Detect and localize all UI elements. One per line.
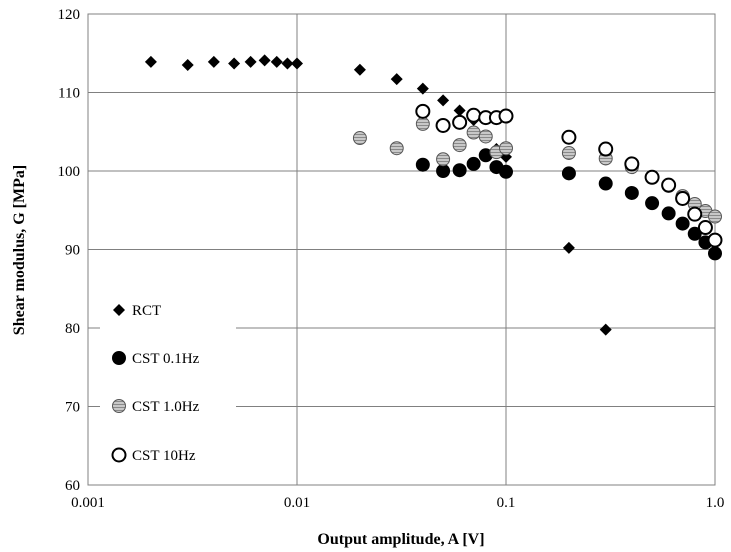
data-point	[281, 57, 294, 70]
legend-marker	[113, 304, 125, 316]
data-point	[687, 226, 702, 241]
y-tick-label: 80	[65, 321, 80, 337]
legend-label: CST 10Hz	[132, 448, 196, 464]
legend-marker	[112, 399, 126, 413]
data-point	[452, 163, 467, 178]
data-point	[466, 156, 481, 171]
data-point	[435, 117, 451, 133]
x-tick-label: 0.001	[71, 495, 105, 511]
data-point	[661, 206, 676, 221]
x-axis-ticks: 0.001 0.01 0.1 1.0	[71, 495, 724, 511]
data-point	[437, 94, 450, 107]
data-point	[598, 141, 614, 157]
legend-label: CST 0.1Hz	[132, 351, 200, 367]
data-point	[453, 104, 466, 117]
y-tick-label: 90	[65, 243, 80, 259]
y-axis-ticks: 60 70 80 90 100 110 120	[58, 7, 81, 494]
legend-marker	[111, 447, 127, 463]
y-axis-title: Shear modulus, G [MPa]	[11, 165, 28, 335]
data-point	[708, 209, 722, 224]
series-rct	[144, 54, 612, 336]
data-point	[708, 246, 722, 261]
data-points	[144, 54, 723, 336]
x-tick-label: 0.1	[497, 495, 516, 511]
legend-label: RCT	[132, 303, 161, 319]
data-point	[644, 169, 660, 185]
y-tick-label: 70	[65, 400, 80, 416]
data-point	[466, 125, 481, 140]
data-point	[415, 157, 430, 172]
legend-background	[100, 288, 236, 478]
data-point	[352, 131, 367, 146]
series-cst-10hz	[415, 103, 723, 248]
y-tick-label: 110	[58, 86, 80, 102]
data-point	[707, 232, 723, 248]
data-point	[624, 185, 639, 200]
data-point	[561, 129, 577, 145]
data-point	[244, 55, 257, 68]
data-point	[436, 164, 451, 178]
x-tick-label: 1.0	[706, 495, 725, 511]
data-point	[561, 145, 576, 160]
data-point	[561, 166, 576, 181]
data-point	[390, 73, 403, 86]
data-point	[697, 220, 713, 236]
data-point	[675, 190, 691, 206]
data-point	[478, 129, 493, 144]
x-axis-title: Output amplitude, A [V]	[317, 531, 484, 548]
data-point	[228, 57, 241, 70]
data-point	[598, 176, 613, 191]
y-tick-label: 120	[58, 7, 81, 23]
data-point	[291, 57, 303, 70]
data-point	[207, 55, 220, 68]
data-point	[675, 216, 690, 231]
data-point	[389, 141, 404, 156]
data-point	[661, 177, 677, 193]
legend: RCT CST 0.1Hz CST 1.0Hz CST 10Hz	[111, 303, 200, 464]
legend-marker	[112, 351, 126, 365]
data-point	[270, 55, 283, 68]
data-point	[181, 59, 194, 72]
y-tick-label: 60	[65, 478, 80, 494]
data-point	[645, 196, 660, 211]
legend-label: CST 1.0Hz	[132, 399, 200, 415]
data-point	[415, 116, 430, 131]
data-point	[562, 241, 575, 254]
x-tick-label: 0.01	[284, 495, 310, 511]
data-point	[624, 156, 640, 172]
data-point	[452, 138, 467, 153]
data-point	[144, 55, 157, 68]
data-point	[353, 63, 366, 76]
data-point	[416, 82, 429, 95]
data-point	[498, 108, 514, 124]
data-point	[499, 141, 513, 156]
data-point	[436, 152, 451, 167]
data-point	[452, 114, 468, 130]
data-point	[415, 103, 431, 119]
data-point	[599, 323, 612, 336]
y-tick-label: 100	[58, 164, 81, 180]
data-point	[499, 164, 513, 179]
data-point	[258, 54, 271, 67]
data-point	[687, 206, 703, 222]
data-point	[466, 107, 482, 123]
